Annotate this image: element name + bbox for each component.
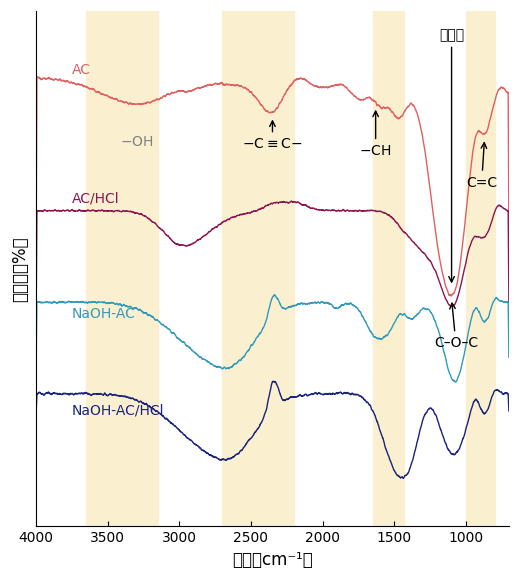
Text: 芳香环: 芳香环 [439,28,464,42]
Bar [86,11,158,527]
Text: C–O–C: C–O–C [434,303,478,350]
Text: $-$C$\equiv$C$-$: $-$C$\equiv$C$-$ [242,121,303,151]
Text: $-$OH: $-$OH [120,135,153,149]
Bar [373,11,404,527]
Y-axis label: 透光率（%）: 透光率（%） [11,236,29,302]
Bar [466,11,495,527]
Text: AC: AC [72,63,91,77]
Text: NaOH-AC/HCl: NaOH-AC/HCl [72,404,164,418]
Bar [223,11,294,527]
Text: C=C: C=C [466,143,497,190]
Text: NaOH-AC: NaOH-AC [72,307,136,321]
X-axis label: 波数（cm⁻¹）: 波数（cm⁻¹） [232,551,313,569]
Text: $-$CH: $-$CH [359,111,392,158]
Text: AC/HCl: AC/HCl [72,191,120,206]
